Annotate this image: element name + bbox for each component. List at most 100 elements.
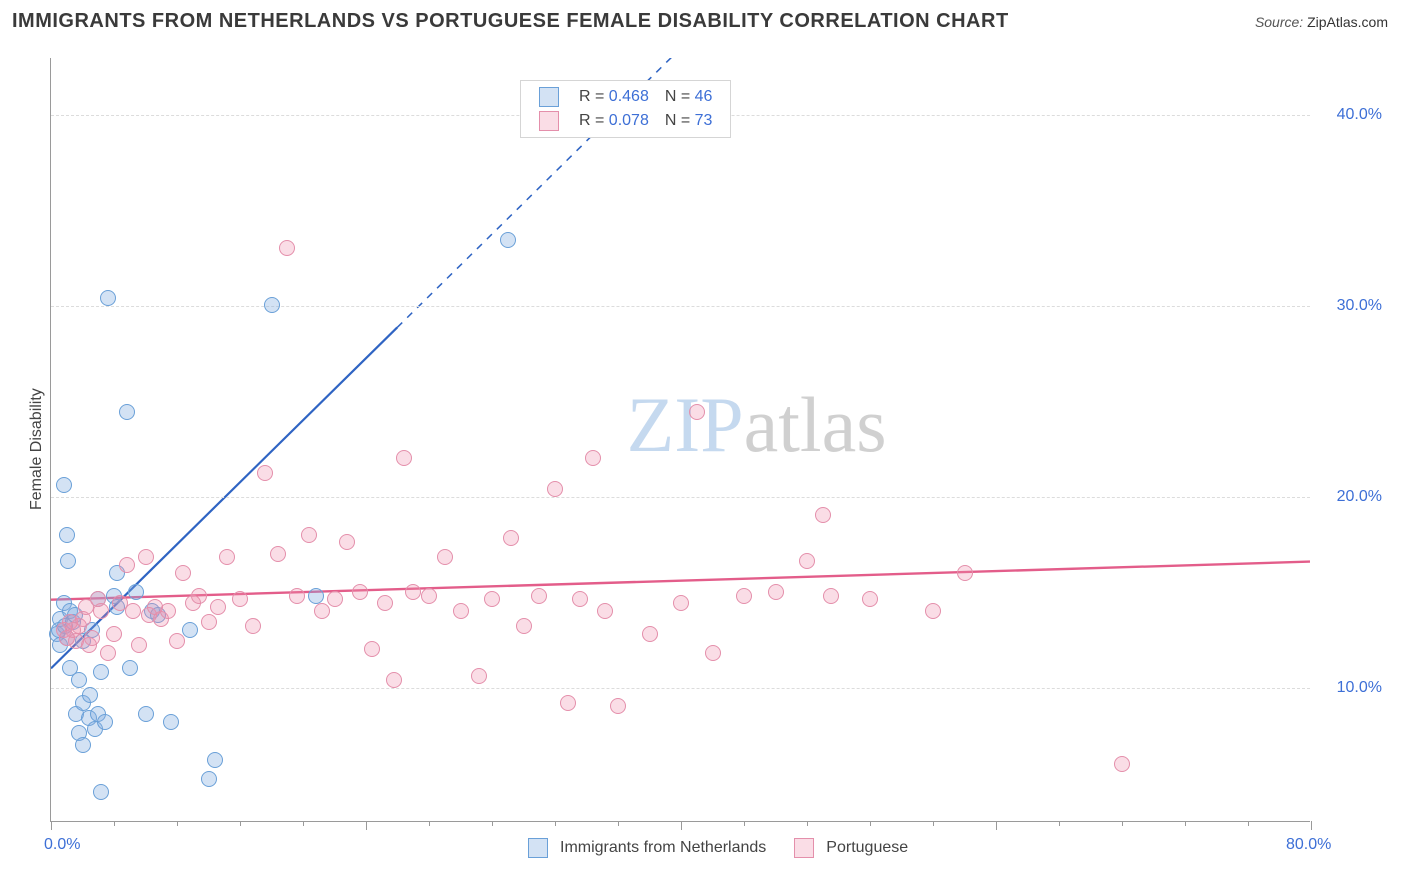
scatter-point-portuguese [673, 595, 689, 611]
scatter-point-portuguese [705, 645, 721, 661]
scatter-point-portuguese [138, 549, 154, 565]
scatter-point-portuguese [301, 527, 317, 543]
swatch-portuguese [794, 838, 814, 858]
n-value-portuguese: 73 [695, 112, 713, 129]
x-tick-minor [240, 821, 241, 826]
x-tick-minor [1185, 821, 1186, 826]
x-tick-minor [492, 821, 493, 826]
scatter-point-portuguese [560, 695, 576, 711]
trendline-netherlands-dashed [397, 0, 1310, 327]
scatter-point-portuguese [352, 584, 368, 600]
watermark: ZIPatlas [627, 380, 887, 470]
scatter-point-portuguese [585, 450, 601, 466]
swatch-netherlands [539, 87, 559, 107]
scatter-point-portuguese [516, 618, 532, 634]
scatter-point-netherlands [60, 553, 76, 569]
scatter-point-netherlands [100, 290, 116, 306]
scatter-point-portuguese [484, 591, 500, 607]
legend-correlation: R = 0.468 N = 46 R = 0.078 N = 73 [520, 80, 731, 138]
plot-area: ZIPatlas 10.0%20.0%30.0%40.0% [50, 58, 1310, 822]
n-label: N = [665, 112, 690, 129]
scatter-point-portuguese [471, 668, 487, 684]
scatter-point-portuguese [405, 584, 421, 600]
x-tick-minor [618, 821, 619, 826]
legend-item-portuguese: Portuguese [794, 838, 908, 858]
scatter-point-portuguese [175, 565, 191, 581]
scatter-point-portuguese [386, 672, 402, 688]
watermark-atlas: atlas [744, 381, 887, 468]
scatter-point-netherlands [182, 622, 198, 638]
x-tick-minor [807, 821, 808, 826]
scatter-point-portuguese [815, 507, 831, 523]
scatter-point-portuguese [453, 603, 469, 619]
x-tick-major [1311, 821, 1312, 830]
gridline [51, 497, 1310, 498]
scatter-point-portuguese [93, 603, 109, 619]
legend-row-netherlands: R = 0.468 N = 46 [531, 85, 720, 109]
scatter-point-netherlands [119, 404, 135, 420]
r-value-netherlands: 0.468 [609, 88, 649, 105]
scatter-point-portuguese [314, 603, 330, 619]
scatter-point-netherlands [93, 664, 109, 680]
y-tick-label: 40.0% [1322, 106, 1382, 124]
y-tick-label: 30.0% [1322, 297, 1382, 315]
legend-item-netherlands: Immigrants from Netherlands [528, 838, 766, 858]
y-tick-label: 20.0% [1322, 488, 1382, 506]
scatter-point-netherlands [201, 771, 217, 787]
scatter-point-portuguese [232, 591, 248, 607]
scatter-point-netherlands [128, 584, 144, 600]
scatter-point-portuguese [572, 591, 588, 607]
r-label: R = [579, 112, 604, 129]
x-tick-minor [933, 821, 934, 826]
scatter-point-portuguese [925, 603, 941, 619]
watermark-zip: ZIP [627, 381, 744, 468]
x-tick-major [996, 821, 997, 830]
scatter-point-portuguese [1114, 756, 1130, 772]
scatter-point-netherlands [93, 784, 109, 800]
scatter-point-portuguese [219, 549, 235, 565]
scatter-point-netherlands [122, 660, 138, 676]
scatter-point-portuguese [210, 599, 226, 615]
legend-label-netherlands: Immigrants from Netherlands [560, 839, 766, 857]
scatter-point-netherlands [97, 714, 113, 730]
source-credit: Source: ZipAtlas.com [1255, 14, 1388, 30]
scatter-point-portuguese [642, 626, 658, 642]
x-tick-major [51, 821, 52, 830]
scatter-point-portuguese [364, 641, 380, 657]
scatter-point-portuguese [100, 645, 116, 661]
scatter-point-netherlands [59, 527, 75, 543]
chart-title: IMMIGRANTS FROM NETHERLANDS VS PORTUGUES… [12, 10, 1009, 33]
swatch-portuguese [539, 111, 559, 131]
scatter-point-netherlands [163, 714, 179, 730]
n-label: N = [665, 88, 690, 105]
legend-series: Immigrants from Netherlands Portuguese [528, 838, 908, 858]
scatter-point-netherlands [75, 737, 91, 753]
scatter-point-portuguese [327, 591, 343, 607]
scatter-point-portuguese [191, 588, 207, 604]
scatter-point-portuguese [396, 450, 412, 466]
chart: ZIPatlas 10.0%20.0%30.0%40.0% Female Dis… [0, 40, 1406, 892]
scatter-point-portuguese [160, 603, 176, 619]
scatter-point-netherlands [207, 752, 223, 768]
scatter-point-netherlands [56, 477, 72, 493]
scatter-point-netherlands [308, 588, 324, 604]
scatter-point-portuguese [106, 626, 122, 642]
x-tick-minor [177, 821, 178, 826]
x-tick-minor [870, 821, 871, 826]
header: IMMIGRANTS FROM NETHERLANDS VS PORTUGUES… [0, 0, 1406, 39]
source-label: Source: [1255, 14, 1303, 30]
scatter-point-portuguese [125, 603, 141, 619]
scatter-point-netherlands [264, 297, 280, 313]
x-tick-minor [1122, 821, 1123, 826]
scatter-point-portuguese [257, 465, 273, 481]
gridline [51, 306, 1310, 307]
x-tick-minor [1248, 821, 1249, 826]
x-tick-minor [555, 821, 556, 826]
scatter-point-portuguese [957, 565, 973, 581]
scatter-point-portuguese [503, 530, 519, 546]
scatter-point-portuguese [279, 240, 295, 256]
scatter-point-portuguese [339, 534, 355, 550]
scatter-point-portuguese [289, 588, 305, 604]
scatter-point-netherlands [138, 706, 154, 722]
x-tick-minor [429, 821, 430, 826]
